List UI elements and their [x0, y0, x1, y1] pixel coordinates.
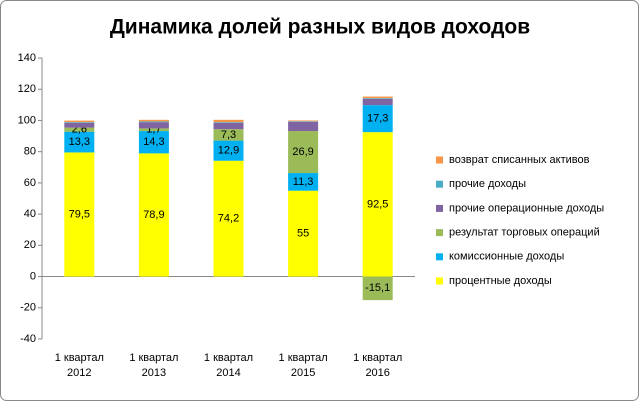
legend-swatch [436, 229, 443, 237]
value-label: 13,3 [69, 136, 90, 148]
value-label: 17,3 [367, 113, 388, 125]
x-tick-label: 1 квартал 2013 [129, 352, 179, 379]
bar-segment [138, 121, 169, 123]
legend-swatch [436, 156, 443, 164]
chart-title: Динамика долей разных видов доходов [110, 16, 530, 39]
bar-segment [288, 121, 319, 132]
bar-segment [64, 127, 95, 132]
value-label: 55 [297, 228, 309, 240]
bar-segment [288, 173, 319, 191]
value-label: 26,9 [292, 146, 313, 158]
bar-segment [64, 120, 95, 123]
y-tick-label: 20 [24, 239, 36, 251]
bar-segment [64, 152, 95, 277]
y-tick-label: 140 [18, 52, 36, 64]
bar-segment [362, 98, 393, 99]
value-label: 12,9 [218, 145, 239, 157]
bar-segment [362, 96, 393, 99]
bar-segment [362, 132, 393, 277]
x-tick-label: 1 квартал 2014 [203, 352, 254, 379]
y-tick-label: 0 [30, 270, 36, 282]
legend-swatch [436, 180, 443, 188]
y-tick-label: -20 [20, 302, 36, 314]
legend-label: комиссионные доходы [449, 251, 564, 263]
value-label: 92,5 [367, 198, 388, 210]
value-label: 7,3 [221, 129, 236, 141]
y-tick-label: -40 [20, 333, 36, 345]
bar-segment [213, 122, 244, 130]
bar-segment [138, 122, 169, 129]
legend-label: прочие доходы [449, 178, 526, 190]
value-label: 11,3 [293, 176, 314, 188]
bar-segment [213, 122, 244, 123]
bar-segment [288, 190, 319, 277]
x-tick-label: 1 квартал 2012 [54, 352, 104, 379]
x-tick-label: 1 квартал 2015 [278, 352, 328, 379]
value-label: 79,5 [69, 208, 90, 220]
bar-segment [213, 119, 244, 123]
value-label: 14,3 [143, 136, 164, 148]
bar-segment [362, 98, 393, 106]
legend-label: возврат списанных активов [449, 154, 590, 166]
bar-segment [64, 122, 95, 123]
bar-segment [64, 131, 95, 153]
bar-segment [138, 128, 169, 132]
value-label: -15,1 [365, 282, 390, 294]
bar-segment [213, 129, 244, 141]
bar-segment [213, 140, 244, 161]
legend-swatch [436, 277, 443, 285]
x-tick-label: 1 квартал 2016 [353, 352, 403, 379]
value-label: 78,9 [143, 209, 164, 221]
y-tick-label: 60 [24, 177, 36, 189]
y-tick-label: 80 [24, 146, 36, 158]
y-tick-label: 100 [18, 114, 36, 126]
bar-segment [64, 122, 95, 128]
bar-segment [288, 131, 319, 174]
bar-segment [362, 276, 393, 301]
bar-segment [213, 160, 244, 277]
bar-segment [138, 131, 169, 154]
legend-label: результат торговых операций [449, 227, 600, 239]
bar-segment [138, 119, 169, 122]
legend-label: процентные доходы [449, 275, 552, 287]
y-tick-label: 120 [18, 83, 36, 95]
legend-swatch [436, 253, 443, 261]
legend-label: прочие операционные доходы [449, 202, 604, 214]
bar-segment [288, 120, 319, 122]
value-label: 74,2 [218, 213, 239, 225]
legend-swatch [436, 204, 443, 212]
bar-segment [362, 105, 393, 133]
y-tick-label: 40 [24, 208, 36, 220]
bar-segment [138, 153, 169, 277]
